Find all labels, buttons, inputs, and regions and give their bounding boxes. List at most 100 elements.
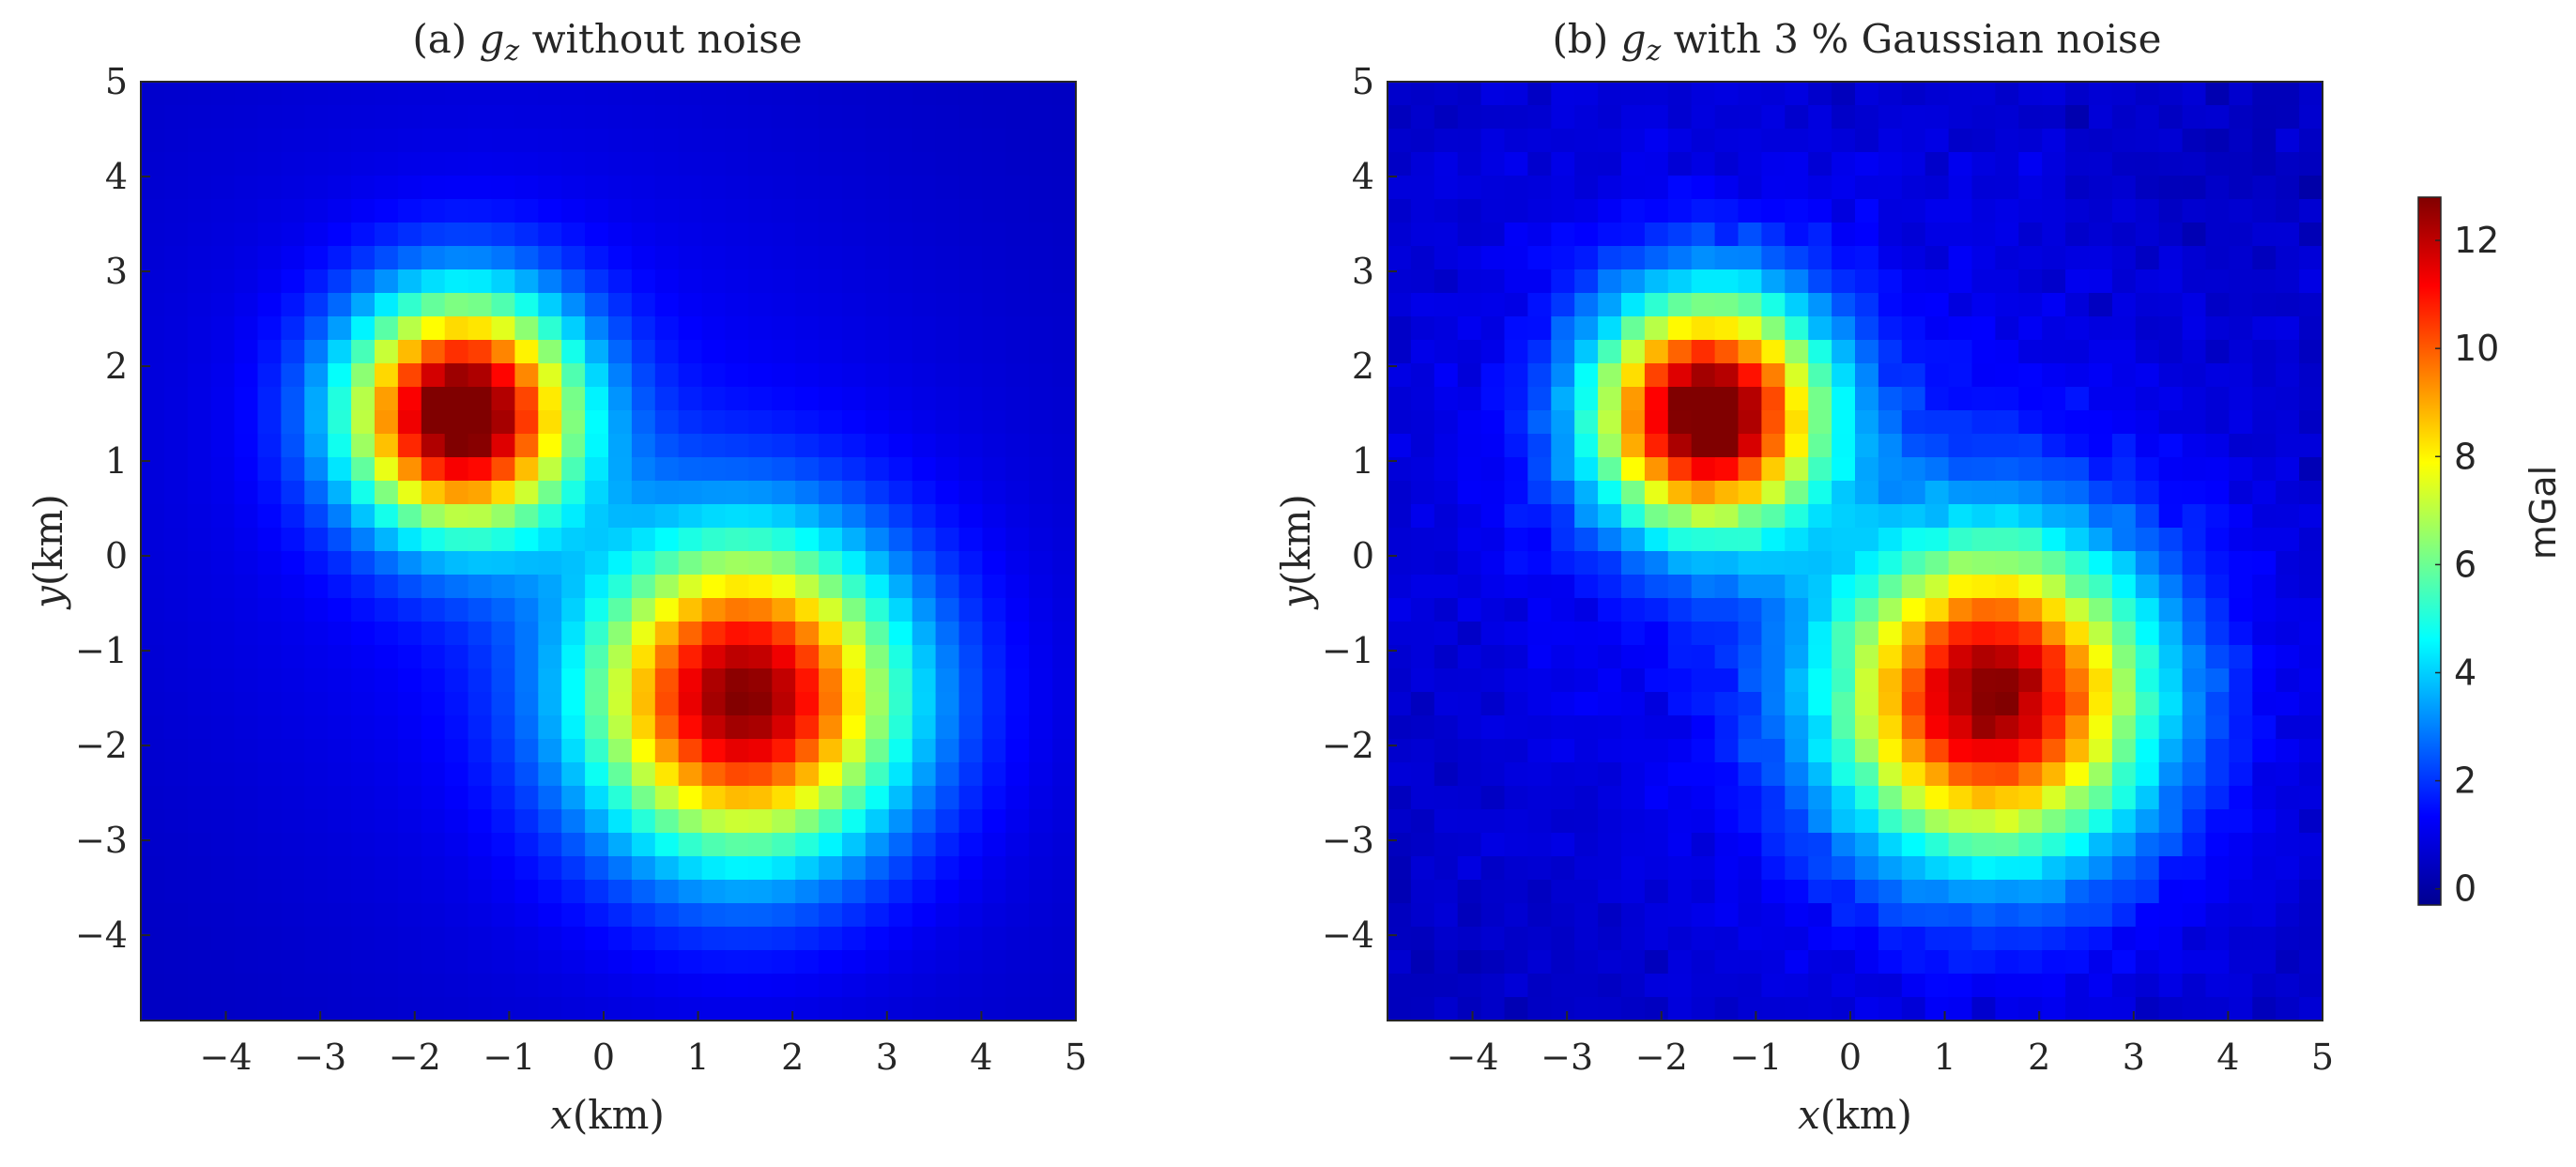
heatmap-cell	[819, 575, 843, 599]
heatmap-cell	[281, 316, 305, 341]
heatmap-cell	[866, 176, 890, 200]
heatmap-cell	[866, 903, 890, 928]
heatmap-cell	[1527, 363, 1552, 388]
heatmap-cell	[1925, 105, 1950, 130]
heatmap-cell	[1668, 622, 1693, 646]
heatmap-cell	[2112, 762, 2137, 787]
heatmap-cell	[632, 223, 656, 247]
heatmap-cell	[2065, 82, 2090, 106]
heatmap-cell	[281, 645, 305, 669]
heatmap-cell	[1621, 363, 1646, 388]
heatmap-cell	[702, 692, 727, 716]
heatmap-cell	[2299, 575, 2323, 599]
heatmap-cell	[2299, 622, 2323, 646]
heatmap-cell	[281, 528, 305, 552]
heatmap-cell	[1505, 410, 1529, 435]
heatmap-cell	[1458, 645, 1482, 669]
heatmap-cell	[211, 293, 236, 317]
heatmap-cell	[2299, 434, 2323, 458]
heatmap-cell	[632, 762, 656, 787]
heatmap-cell	[632, 715, 656, 740]
heatmap-cell	[1949, 363, 1973, 388]
heatmap-cell	[2065, 739, 2090, 763]
heatmap-cell	[772, 82, 796, 106]
heatmap-cell	[2065, 598, 2090, 622]
heatmap-cell	[422, 176, 446, 200]
heatmap-cell	[819, 551, 843, 576]
heatmap-cell	[1481, 668, 1506, 693]
heatmap-cell	[188, 246, 212, 270]
heatmap-cell	[1052, 504, 1077, 529]
heatmap-cell	[2089, 457, 2113, 482]
heatmap-cell	[468, 223, 492, 247]
heatmap-cell	[1739, 762, 1763, 787]
heatmap-cell	[1052, 622, 1077, 646]
heatmap-cell	[1972, 269, 1997, 294]
heatmap-cell	[2276, 434, 2300, 458]
heatmap-cell	[304, 880, 329, 904]
heatmap-cell	[1832, 481, 1856, 505]
heatmap-cell	[936, 786, 960, 810]
heatmap-cell	[1785, 152, 1809, 177]
heatmap-cell	[912, 903, 937, 928]
heatmap-cell	[1527, 950, 1552, 975]
heatmap-cell	[772, 269, 796, 294]
heatmap-cell	[422, 223, 446, 247]
heatmap-cell	[281, 762, 305, 787]
heatmap-cell	[351, 340, 376, 364]
heatmap-cell	[1527, 903, 1552, 928]
heatmap-cell	[398, 129, 422, 153]
heatmap-cell	[2159, 434, 2184, 458]
heatmap-cell	[1739, 715, 1763, 740]
heatmap-cell	[912, 504, 937, 529]
heatmap-cell	[982, 269, 1006, 294]
heatmap-cell	[1029, 856, 1053, 881]
heatmap-cell	[1527, 293, 1552, 317]
heatmap-cell	[141, 551, 165, 576]
colorbar-tick-label: 8	[2454, 436, 2476, 477]
heatmap-cell	[1808, 246, 1832, 270]
heatmap-cell	[1434, 152, 1459, 177]
heatmap-cell	[1808, 316, 1832, 341]
heatmap-cell	[702, 434, 727, 458]
heatmap-cell	[2229, 129, 2253, 153]
heatmap-cell	[1925, 223, 1950, 247]
heatmap-cell	[514, 974, 539, 998]
heatmap-cell	[1551, 316, 1575, 341]
y-tick-label: 4	[105, 156, 128, 197]
heatmap-cell	[2042, 903, 2066, 928]
heatmap-cell	[772, 739, 796, 763]
heatmap-cell	[1388, 340, 1412, 364]
heatmap-cell	[2042, 762, 2066, 787]
heatmap-cell	[2229, 739, 2253, 763]
heatmap-cell	[1505, 293, 1529, 317]
heatmap-cell	[445, 105, 469, 130]
heatmap-cell	[1692, 927, 1716, 951]
heatmap-cell	[561, 692, 586, 716]
heatmap-cell	[655, 246, 680, 270]
heatmap-cell	[889, 903, 913, 928]
heatmap-cell	[445, 833, 469, 857]
panel-b-y-ticks: 543210−1−2−3−4	[1322, 61, 1397, 956]
heatmap-cell	[889, 974, 913, 998]
heatmap-cell	[936, 199, 960, 223]
heatmap-cell	[1715, 269, 1740, 294]
heatmap-cell	[281, 199, 305, 223]
heatmap-cell	[445, 129, 469, 153]
heatmap-cell	[141, 387, 165, 411]
heatmap-cell	[2065, 809, 2090, 834]
heatmap-cell	[1972, 739, 1997, 763]
heatmap-cell	[1785, 974, 1809, 998]
heatmap-cell	[468, 340, 492, 364]
heatmap-cell	[1808, 880, 1832, 904]
heatmap-cell	[2229, 880, 2253, 904]
heatmap-cell	[1972, 246, 1997, 270]
heatmap-cell	[2276, 152, 2300, 177]
heatmap-cell	[912, 105, 937, 130]
heatmap-cell	[2159, 903, 2184, 928]
heatmap-cell	[328, 434, 352, 458]
heatmap-cell	[726, 481, 750, 505]
heatmap-cell	[679, 645, 703, 669]
heatmap-cell	[1481, 316, 1506, 341]
heatmap-cell	[1855, 856, 1879, 881]
